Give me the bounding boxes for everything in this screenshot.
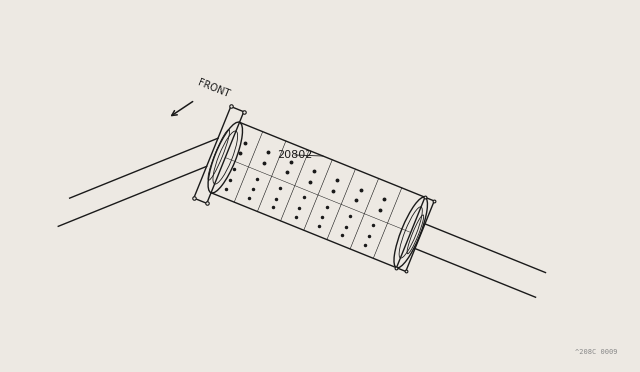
Text: FRONT: FRONT: [196, 77, 230, 99]
Text: 20802: 20802: [277, 150, 313, 160]
Text: ^208C 0009: ^208C 0009: [575, 349, 618, 355]
